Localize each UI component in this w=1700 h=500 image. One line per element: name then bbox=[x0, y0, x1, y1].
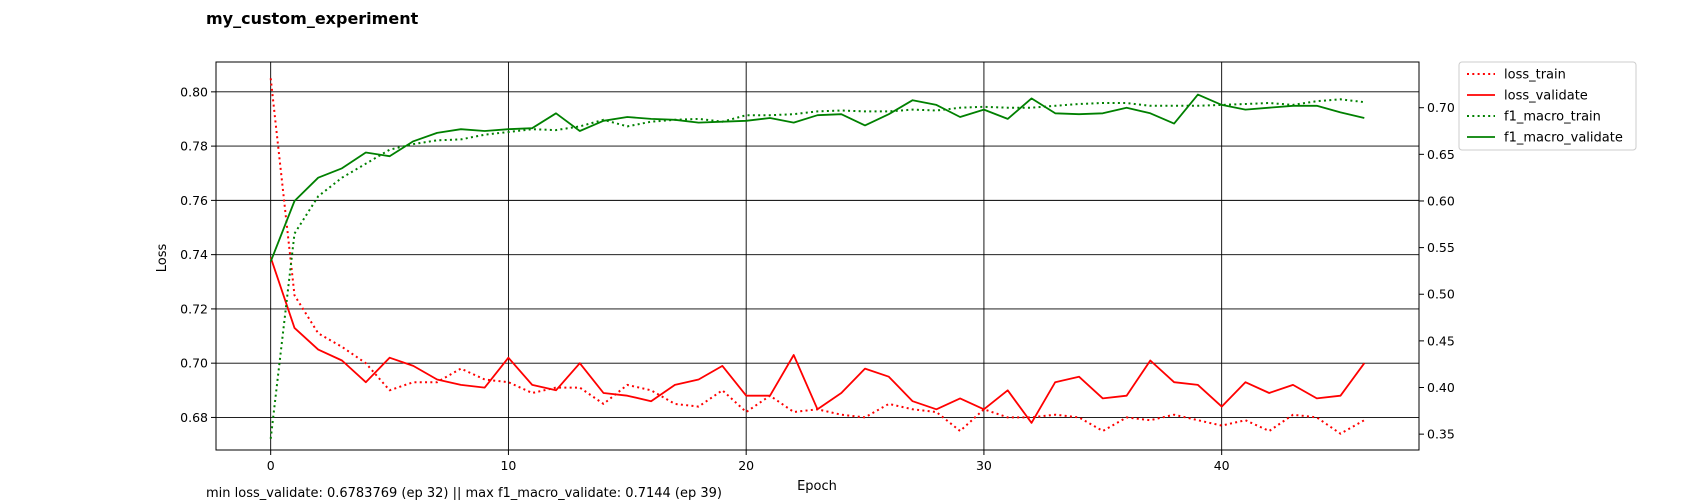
y-right-tick-label: 0.65 bbox=[1427, 147, 1455, 162]
y-right-tick-label: 0.55 bbox=[1427, 240, 1455, 255]
footer-summary: min loss_validate: 0.6783769 (ep 32) || … bbox=[206, 486, 722, 500]
legend-label-loss-train: loss_train bbox=[1504, 68, 1566, 83]
series-line-f1-macro-train bbox=[269, 98, 1365, 439]
plot-frame bbox=[215, 61, 1420, 451]
grid bbox=[216, 62, 1419, 450]
x-axis-label: Epoch bbox=[797, 479, 837, 494]
x-tick-label: 10 bbox=[500, 458, 516, 473]
legend-box bbox=[1458, 61, 1637, 151]
series-line-loss-train bbox=[269, 78, 1365, 435]
x-tick-label: 0 bbox=[267, 458, 275, 473]
legend-label-loss-validate: loss_validate bbox=[1504, 89, 1588, 104]
x-tick-label: 30 bbox=[976, 458, 992, 473]
y-left-tick-label: 0.68 bbox=[180, 410, 208, 425]
y-left-tick-label: 0.76 bbox=[180, 193, 208, 208]
y-left-tick-label: 0.70 bbox=[180, 356, 208, 371]
legend-label-f1-macro-validate: f1_macro_validate bbox=[1504, 131, 1623, 146]
legend: loss_train loss_validate f1_macro_train f1_… bbox=[1458, 61, 1637, 151]
ticks: 0 10 20 30 40 0.68 0.70 0.72 0.74 0.76 0.78 0.80 0.3… bbox=[180, 84, 1455, 473]
series-layer bbox=[269, 78, 1366, 439]
y-left-tick-label: 0.78 bbox=[180, 139, 208, 154]
y-right-tick-label: 0.40 bbox=[1427, 380, 1455, 395]
y-right-tick-label: 0.70 bbox=[1427, 100, 1455, 115]
y-right-tick-label: 0.45 bbox=[1427, 333, 1455, 348]
x-tick-label: 40 bbox=[1214, 458, 1230, 473]
x-tick-label: 20 bbox=[738, 458, 754, 473]
y-right-tick-label: 0.60 bbox=[1427, 193, 1455, 208]
y-axis-left-label: Loss bbox=[155, 244, 170, 273]
legend-label-f1-macro-train: f1_macro_train bbox=[1504, 110, 1601, 125]
axes bbox=[215, 61, 1420, 451]
y-left-tick-label: 0.72 bbox=[180, 301, 208, 316]
y-left-tick-label: 0.80 bbox=[180, 84, 208, 99]
series-line-loss-validate bbox=[269, 257, 1366, 424]
y-right-tick-label: 0.50 bbox=[1427, 287, 1455, 302]
series-line-f1-macro-validate bbox=[269, 93, 1365, 262]
y-right-tick-label: 0.35 bbox=[1427, 427, 1455, 442]
y-left-tick-label: 0.74 bbox=[180, 247, 208, 262]
chart-title: my_custom_experiment bbox=[206, 9, 419, 28]
